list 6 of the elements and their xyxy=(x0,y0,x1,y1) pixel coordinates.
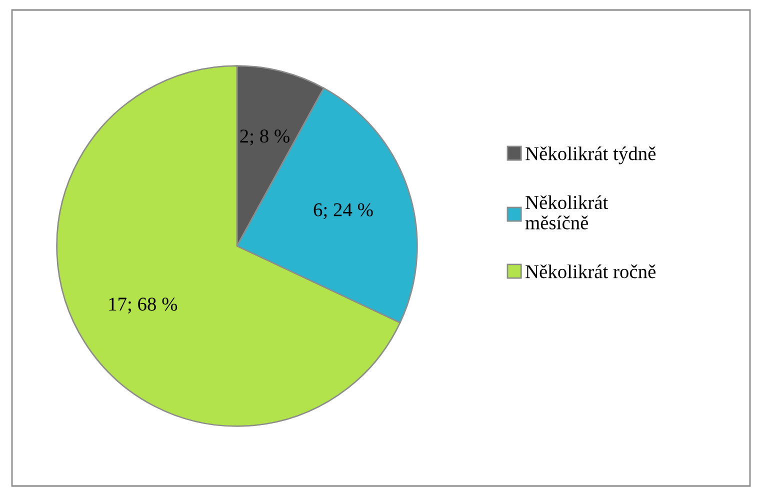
legend-label: Několikrát měsíčně xyxy=(525,195,608,230)
legend-label: Několikrát ročně xyxy=(526,264,656,278)
data-label: 17; 68 % xyxy=(109,298,178,314)
data-label: 2; 8 % xyxy=(240,130,290,146)
data-label: 6; 24 % xyxy=(314,203,373,220)
legend-label: Několikrát týdně xyxy=(526,146,656,164)
